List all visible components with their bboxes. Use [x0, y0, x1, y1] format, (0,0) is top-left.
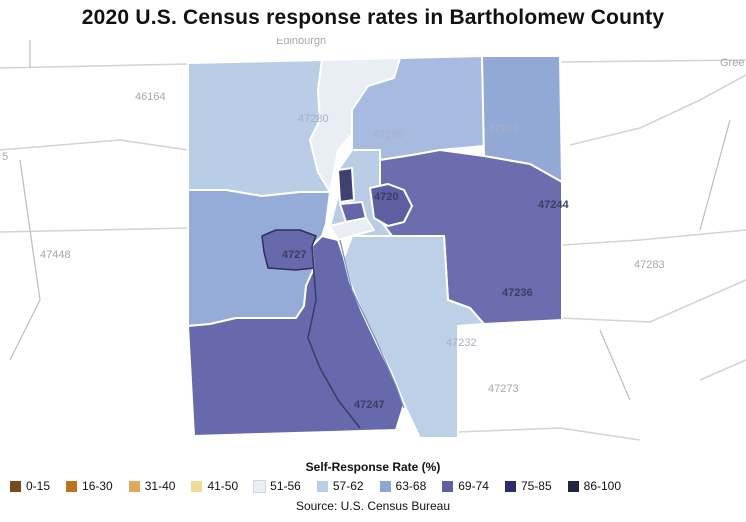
legend-swatch: [504, 480, 516, 492]
river-branch: [339, 239, 405, 409]
place-label-partial-green: Gree: [720, 57, 744, 69]
legend-swatch: [191, 480, 203, 492]
place-label-partial-top: Edinburgh: [276, 38, 326, 47]
zip-area-central-light-2: [329, 217, 375, 241]
legend-item-75-85: 75-85: [504, 479, 552, 493]
road: [561, 229, 746, 246]
zip-label-47247: 47247: [354, 399, 385, 411]
legend-item-51-56: 51-56: [253, 479, 301, 493]
legend-swatch: [66, 480, 78, 492]
zip-boundary: [699, 119, 731, 231]
zip-area-central-dark: [337, 167, 355, 203]
zip-label-47273: 47273: [488, 383, 519, 395]
legend-item-57-62: 57-62: [316, 479, 364, 493]
zip-label-4727: 4727: [282, 249, 306, 261]
road: [0, 139, 189, 151]
choropleth-map: 46164 47448 47283 47273 5 Gree Edinburgh…: [0, 38, 746, 441]
map-title: 2020 U.S. Census response rates in Barth…: [81, 6, 665, 29]
background-roads: [0, 59, 746, 441]
zip-label-47246: 47246: [488, 123, 519, 135]
legend-label: 51-56: [270, 479, 301, 493]
legend-swatch: [128, 480, 140, 492]
legend-item-69-74: 69-74: [442, 479, 489, 493]
background-zip-boundaries: [9, 40, 731, 401]
legend-label: 75-85: [520, 479, 552, 493]
road: [569, 74, 746, 146]
road: [0, 227, 191, 233]
river: [307, 245, 361, 429]
legend-item-63-68: 63-68: [379, 479, 427, 493]
zip-label-47280: 47280: [298, 113, 329, 125]
source-note: Source: U.S. Census Bureau: [295, 499, 451, 513]
legend-label: 57-62: [332, 479, 364, 493]
legend-label: 16-30: [82, 479, 113, 493]
legend-item-86-100: 86-100: [567, 479, 622, 493]
legend-label: 63-68: [395, 479, 427, 493]
legend-label: 86-100: [583, 479, 622, 493]
legend-swatch: [316, 480, 328, 492]
zip-label-47283: 47283: [634, 259, 665, 271]
zip-label-47448: 47448: [40, 249, 71, 261]
zip-label-46164: 46164: [135, 91, 166, 103]
road: [559, 279, 746, 323]
legend-swatch: [253, 479, 267, 493]
zip-label-47236: 47236: [502, 287, 533, 299]
zip-area-47280-west: [187, 59, 331, 197]
road: [0, 63, 189, 69]
legend: 0-15 16-30 31-40 41-50 51-56 57-62 63-68…: [10, 479, 746, 493]
legend-label: 69-74: [458, 479, 489, 493]
legend-item-16-30: 16-30: [66, 479, 113, 493]
legend-swatch: [10, 480, 21, 492]
zip-label-partial-5: 5: [2, 151, 8, 163]
legend-label: 41-50: [207, 479, 239, 493]
zip-label-47226: 47226: [373, 129, 404, 141]
legend-swatch: [442, 480, 454, 492]
zip-area-4720: [369, 183, 413, 227]
legend-label: 0-15: [26, 479, 51, 493]
zip-label-47244: 47244: [538, 199, 569, 211]
zip-label-4720: 4720: [374, 191, 398, 203]
zip-label-47232: 47232: [446, 337, 477, 349]
legend-item-0-15: 0-15: [10, 479, 50, 493]
legend-swatch: [567, 480, 579, 492]
legend-item-41-50: 41-50: [191, 479, 238, 493]
zip-boundary: [9, 159, 41, 361]
road: [699, 359, 746, 381]
legend-swatch: [379, 480, 391, 492]
zip-boundary: [599, 329, 631, 401]
legend-item-31-40: 31-40: [128, 479, 176, 493]
legend-label: 31-40: [144, 479, 176, 493]
county-zip-areas: [187, 55, 563, 439]
road: [559, 59, 746, 63]
road: [457, 427, 641, 441]
legend-title: Self-Response Rate (%): [305, 460, 441, 474]
